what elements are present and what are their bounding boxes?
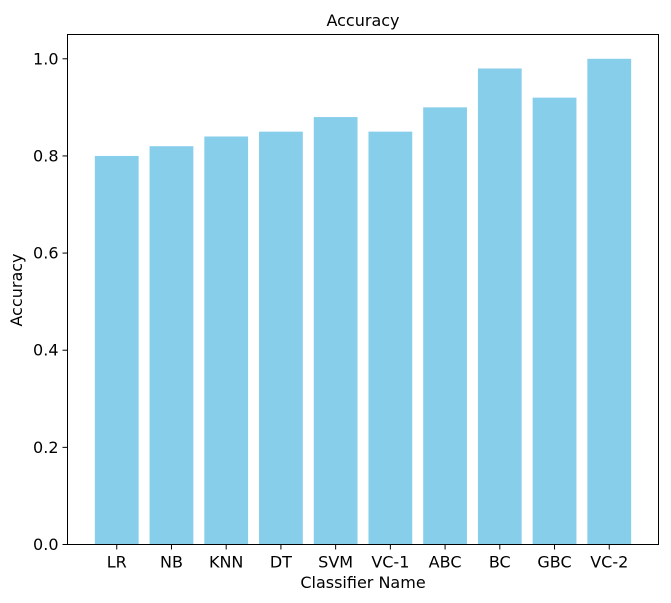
x-tick-label: KNN <box>209 553 243 572</box>
plot-frame <box>67 34 659 545</box>
bar-vc-2 <box>587 58 632 545</box>
x-tick-label: LR <box>107 553 127 572</box>
x-tick-label: NB <box>160 553 183 572</box>
x-tick-label: VC-2 <box>590 553 628 572</box>
bar-abc <box>423 107 467 545</box>
bar-knn <box>204 136 249 545</box>
bar-lr <box>94 155 139 545</box>
x-tick-label: VC-1 <box>371 553 409 572</box>
y-axis-label: Accuracy <box>7 253 26 326</box>
y-tick-label: 0.2 <box>33 438 58 457</box>
x-axis-label: Classifier Name <box>300 573 425 592</box>
y-tick-label: 0.4 <box>33 341 58 360</box>
chart-title: Accuracy <box>326 11 399 30</box>
x-tick-label: DT <box>270 553 292 572</box>
bar-bc <box>477 68 522 545</box>
bar-svm <box>313 117 358 545</box>
x-axis: LR NB KNN DT SVM VC-1 ABC BC GBC VC-2 <box>107 544 628 572</box>
bar-vc-1 <box>368 131 413 545</box>
bars-layer <box>94 58 632 545</box>
y-tick-label: 0.6 <box>33 244 58 263</box>
y-axis: 0.0 0.2 0.4 0.6 0.8 1.0 <box>33 49 68 554</box>
x-tick-label: GBC <box>537 553 571 572</box>
y-tick-label: 1.0 <box>33 49 58 68</box>
x-tick-label: ABC <box>429 553 462 572</box>
bar-nb <box>149 146 194 545</box>
y-tick-label: 0.8 <box>33 146 58 165</box>
x-tick-label: BC <box>489 553 511 572</box>
y-tick-label: 0.0 <box>33 535 58 554</box>
bar-gbc <box>532 97 577 545</box>
bar-dt <box>259 131 303 545</box>
x-tick-label: SVM <box>318 553 353 572</box>
